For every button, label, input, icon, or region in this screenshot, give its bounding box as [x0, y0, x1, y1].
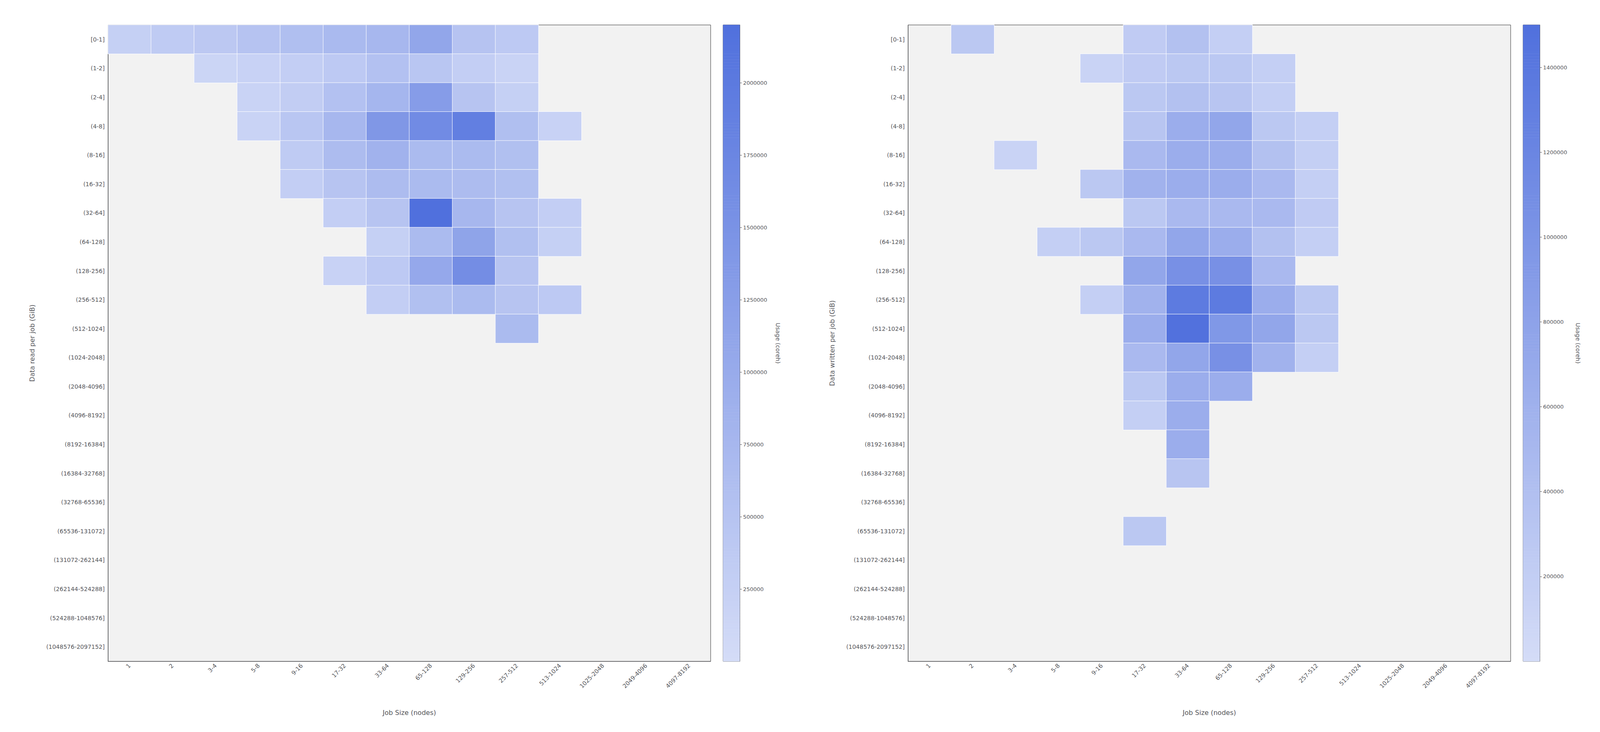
svg-text:(131072-262144]: (131072-262144]	[853, 556, 905, 564]
svg-text:200000: 200000	[1543, 573, 1564, 580]
svg-text:(8192-16384]: (8192-16384]	[864, 440, 905, 448]
svg-text:(64-128]: (64-128]	[879, 238, 905, 246]
svg-text:257-512: 257-512	[497, 662, 520, 685]
svg-text:257-512: 257-512	[1297, 662, 1320, 685]
svg-text:2049-4096: 2049-4096	[621, 662, 649, 690]
svg-text:(65536-131072]: (65536-131072]	[857, 527, 905, 535]
svg-text:129-256: 129-256	[454, 662, 477, 685]
svg-text:(1048576-2097152]: (1048576-2097152]	[46, 643, 105, 650]
svg-text:9-16: 9-16	[290, 662, 305, 677]
svg-text:Data written per job (GiB): Data written per job (GiB)	[828, 300, 837, 386]
svg-text:(128-256]: (128-256]	[76, 267, 105, 275]
svg-text:800000: 800000	[1543, 318, 1564, 325]
svg-text:3-4: 3-4	[1006, 662, 1019, 674]
svg-text:17-32: 17-32	[1130, 662, 1148, 679]
svg-text:2000000: 2000000	[743, 79, 768, 87]
svg-text:(2-4]: (2-4]	[90, 93, 105, 101]
svg-text:(16384-32768]: (16384-32768]	[61, 470, 105, 477]
svg-text:65-128: 65-128	[413, 662, 434, 682]
svg-text:(8-16]: (8-16]	[886, 151, 905, 159]
svg-text:400000: 400000	[1543, 488, 1564, 495]
svg-text:(8-16]: (8-16]	[86, 151, 105, 159]
svg-text:33-64: 33-64	[1173, 662, 1191, 679]
svg-text:2049-4096: 2049-4096	[1421, 662, 1449, 690]
svg-text:(256-512]: (256-512]	[876, 296, 905, 303]
svg-text:(32-64]: (32-64]	[83, 209, 105, 217]
svg-text:(32768-65536]: (32768-65536]	[861, 498, 905, 506]
svg-text:(64-128]: (64-128]	[79, 238, 105, 246]
svg-text:Usage (coreh): Usage (coreh)	[1574, 322, 1582, 364]
svg-text:33-64: 33-64	[373, 662, 391, 679]
svg-text:1500000: 1500000	[743, 224, 768, 231]
svg-text:1000000: 1000000	[1543, 233, 1568, 241]
svg-text:(4096-8192]: (4096-8192]	[868, 411, 905, 419]
svg-text:1750000: 1750000	[743, 152, 768, 159]
svg-text:(2048-4096]: (2048-4096]	[68, 383, 105, 390]
svg-text:(512-1024]: (512-1024]	[72, 325, 105, 333]
svg-text:513-1024: 513-1024	[1337, 662, 1363, 687]
svg-text:Usage (coreh): Usage (coreh)	[774, 322, 782, 364]
svg-text:(32-64]: (32-64]	[883, 209, 905, 217]
svg-text:750000: 750000	[743, 441, 764, 448]
svg-text:Data read per job (GiB): Data read per job (GiB)	[28, 304, 37, 382]
svg-text:65-128: 65-128	[1213, 662, 1234, 682]
svg-text:(524288-1048576]: (524288-1048576]	[49, 614, 105, 622]
svg-text:500000: 500000	[743, 513, 764, 520]
svg-text:[0-1]: [0-1]	[890, 36, 905, 43]
svg-text:5-8: 5-8	[249, 662, 261, 674]
svg-text:600000: 600000	[1543, 403, 1564, 410]
svg-text:129-256: 129-256	[1254, 662, 1277, 685]
svg-text:4097-8192: 4097-8192	[664, 662, 692, 690]
svg-text:250000: 250000	[743, 585, 764, 593]
svg-text:(262144-524288]: (262144-524288]	[853, 585, 905, 593]
svg-text:(131072-262144]: (131072-262144]	[53, 556, 105, 564]
svg-text:1000000: 1000000	[743, 369, 768, 376]
svg-text:1: 1	[124, 662, 133, 670]
svg-text:(1024-2048]: (1024-2048]	[68, 354, 105, 361]
svg-text:3-4: 3-4	[206, 662, 219, 674]
svg-text:Job Size (nodes): Job Size (nodes)	[382, 708, 436, 717]
svg-text:[0-1]: [0-1]	[90, 36, 105, 43]
svg-text:1250000: 1250000	[743, 296, 768, 303]
svg-text:(16-32]: (16-32]	[83, 180, 105, 188]
svg-text:(4-8]: (4-8]	[90, 123, 105, 130]
svg-text:(16-32]: (16-32]	[883, 180, 905, 188]
svg-text:Job Size (nodes): Job Size (nodes)	[1182, 708, 1236, 717]
svg-text:2: 2	[167, 662, 175, 670]
svg-text:(1024-2048]: (1024-2048]	[868, 354, 905, 361]
svg-text:(128-256]: (128-256]	[876, 267, 905, 275]
svg-text:(16384-32768]: (16384-32768]	[861, 470, 905, 477]
svg-text:1025-2048: 1025-2048	[578, 662, 606, 690]
svg-text:1400000: 1400000	[1543, 64, 1568, 71]
svg-text:(1048576-2097152]: (1048576-2097152]	[846, 643, 905, 650]
svg-text:1025-2048: 1025-2048	[1378, 662, 1406, 690]
svg-text:(2-4]: (2-4]	[890, 93, 905, 101]
svg-text:(4-8]: (4-8]	[890, 123, 905, 130]
svg-text:(32768-65536]: (32768-65536]	[61, 498, 105, 506]
svg-text:(262144-524288]: (262144-524288]	[53, 585, 105, 593]
svg-text:1: 1	[924, 662, 933, 670]
svg-text:1200000: 1200000	[1543, 149, 1568, 156]
svg-text:5-8: 5-8	[1049, 662, 1061, 674]
svg-text:(1-2]: (1-2]	[90, 64, 105, 72]
svg-text:(65536-131072]: (65536-131072]	[57, 527, 105, 535]
svg-text:(512-1024]: (512-1024]	[872, 325, 905, 333]
svg-text:17-32: 17-32	[330, 662, 348, 679]
svg-text:513-1024: 513-1024	[537, 662, 563, 687]
svg-text:(256-512]: (256-512]	[76, 296, 105, 303]
svg-text:(8192-16384]: (8192-16384]	[64, 440, 105, 448]
svg-text:(2048-4096]: (2048-4096]	[868, 383, 905, 390]
svg-text:(524288-1048576]: (524288-1048576]	[849, 614, 905, 622]
svg-text:9-16: 9-16	[1090, 662, 1105, 677]
svg-text:(4096-8192]: (4096-8192]	[68, 411, 105, 419]
svg-text:2: 2	[967, 662, 975, 670]
svg-text:4097-8192: 4097-8192	[1464, 662, 1492, 690]
svg-text:(1-2]: (1-2]	[890, 64, 905, 72]
